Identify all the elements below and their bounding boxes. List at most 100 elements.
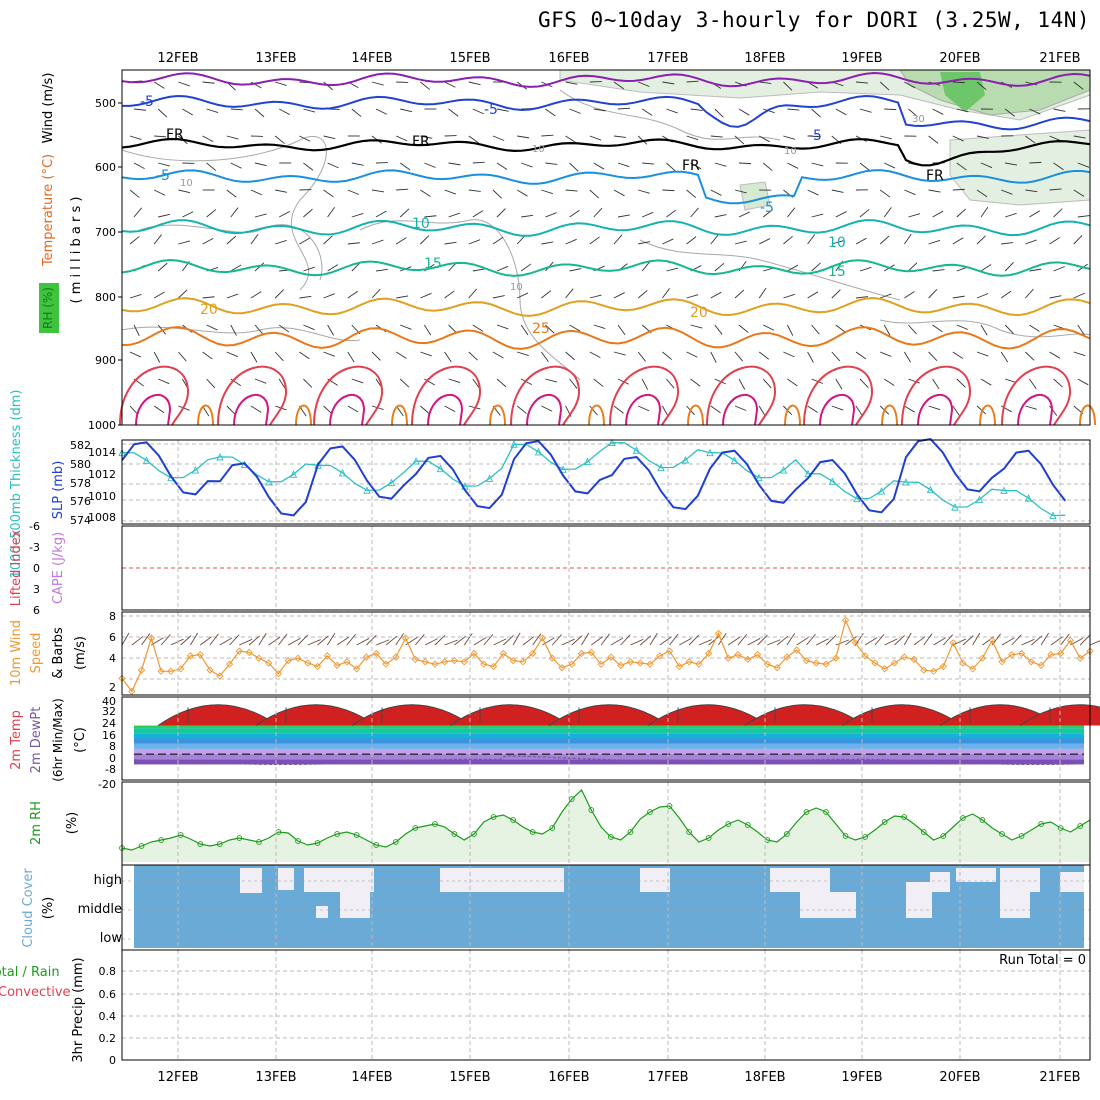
wind-barb	[468, 288, 478, 299]
wind-barb	[141, 633, 151, 646]
wind-barb	[254, 162, 267, 167]
rh-point	[940, 833, 947, 839]
wind-speed-point	[499, 649, 507, 658]
precip-tick: 0.4	[99, 1010, 117, 1023]
temperature-contour-line	[427, 393, 464, 426]
rh-contour	[639, 239, 901, 301]
temperature-contour-line	[197, 404, 214, 426]
wind-barb	[758, 287, 767, 299]
wind-barb	[483, 634, 494, 646]
wind-barb	[617, 162, 630, 168]
wind-barb	[351, 213, 364, 218]
wind-barb	[278, 210, 291, 218]
wind-barb	[226, 189, 237, 198]
cloud-level-label: high	[94, 873, 122, 888]
thickness-point	[289, 470, 298, 478]
wind-speed-point	[1066, 636, 1075, 645]
wind-barb	[303, 208, 313, 218]
wind-barb	[952, 405, 961, 417]
lifted-index-tick: -3	[29, 541, 40, 554]
wind-barb	[638, 81, 650, 87]
wind-barb	[182, 211, 194, 218]
wind-barb	[565, 189, 578, 192]
date-label-top: 13FEB	[255, 51, 296, 66]
wind-barb	[835, 378, 843, 390]
wind-barb	[347, 189, 360, 195]
wind10m-label: Speed	[29, 633, 44, 674]
wind-barb	[275, 240, 287, 245]
wind-barb	[710, 234, 719, 245]
temp2m-unit: (°C)	[73, 727, 88, 753]
wind-barb	[638, 189, 650, 194]
rh-point	[784, 831, 790, 837]
wind-barb	[831, 240, 844, 245]
pressure-tick: 900	[95, 354, 116, 367]
wind-barb	[299, 237, 311, 245]
wind-barb	[859, 208, 870, 218]
wind-barb	[783, 81, 793, 91]
wind-barb	[714, 108, 724, 118]
temperature-contour-line	[121, 169, 1091, 205]
rh-legend-swatch	[39, 283, 59, 333]
wind-barb	[642, 162, 655, 165]
wind-barb	[1073, 135, 1086, 139]
wind-barb	[356, 638, 370, 646]
wind-barb	[250, 405, 262, 413]
wind-barb	[1031, 635, 1043, 646]
contour-label: 25	[532, 321, 550, 337]
wind-barb	[396, 188, 409, 191]
wind-speed-point	[529, 649, 537, 658]
wind-barb	[153, 234, 162, 245]
wind-speed-point	[392, 653, 400, 661]
temp-line	[841, 704, 963, 726]
millibars-label: ( m i l l i b a r s )	[69, 197, 84, 304]
wind-barb	[468, 239, 481, 245]
temp-tick: 16	[102, 729, 116, 742]
temp-band	[134, 728, 1084, 734]
wind-barb	[883, 324, 891, 336]
wind-barb	[230, 162, 242, 169]
wind-barb	[1049, 295, 1062, 299]
wind-barb	[541, 290, 552, 299]
wind-speed-point	[988, 636, 996, 645]
wind-barb	[679, 637, 692, 646]
wind-barb	[496, 162, 508, 170]
rh-point	[979, 817, 986, 823]
wind-barb	[420, 405, 430, 415]
cloud-label: Cloud Cover	[21, 868, 36, 948]
rh-point	[471, 831, 477, 837]
wind-barb	[250, 291, 262, 299]
wind-barb	[807, 351, 814, 363]
rh-point	[647, 809, 653, 815]
wind-barb	[666, 209, 677, 218]
wind-barb	[1060, 633, 1070, 646]
temperature-contour-line	[119, 365, 190, 426]
wind-barb	[757, 634, 768, 646]
wind-barb	[880, 293, 892, 299]
wind-barb	[317, 635, 329, 646]
cloud-gap	[1000, 868, 1040, 892]
wind-barb	[738, 162, 752, 165]
wind-barb	[786, 324, 794, 336]
wind-barb	[541, 351, 549, 362]
wind-barb	[297, 634, 309, 646]
contour-label: 10	[828, 235, 846, 251]
wind-barb	[763, 324, 775, 331]
thickness-point	[583, 457, 592, 466]
wind-speed-point	[607, 653, 615, 661]
wind-barb	[642, 211, 654, 218]
wind-speed-point	[626, 658, 635, 666]
wind-barb	[972, 632, 981, 646]
wind-barb	[133, 324, 140, 336]
wind-barb	[591, 636, 603, 646]
rh-point	[881, 819, 888, 825]
temperature-contour-line	[722, 393, 759, 426]
wind-barb	[371, 81, 384, 86]
temperature-contour-line	[881, 404, 898, 426]
wind-barb	[178, 240, 191, 245]
temp-line	[1019, 704, 1100, 726]
wind-barb	[638, 405, 650, 412]
slp-tick: 1014	[88, 446, 116, 459]
rh-point	[138, 843, 145, 849]
wind-barb	[903, 632, 912, 646]
